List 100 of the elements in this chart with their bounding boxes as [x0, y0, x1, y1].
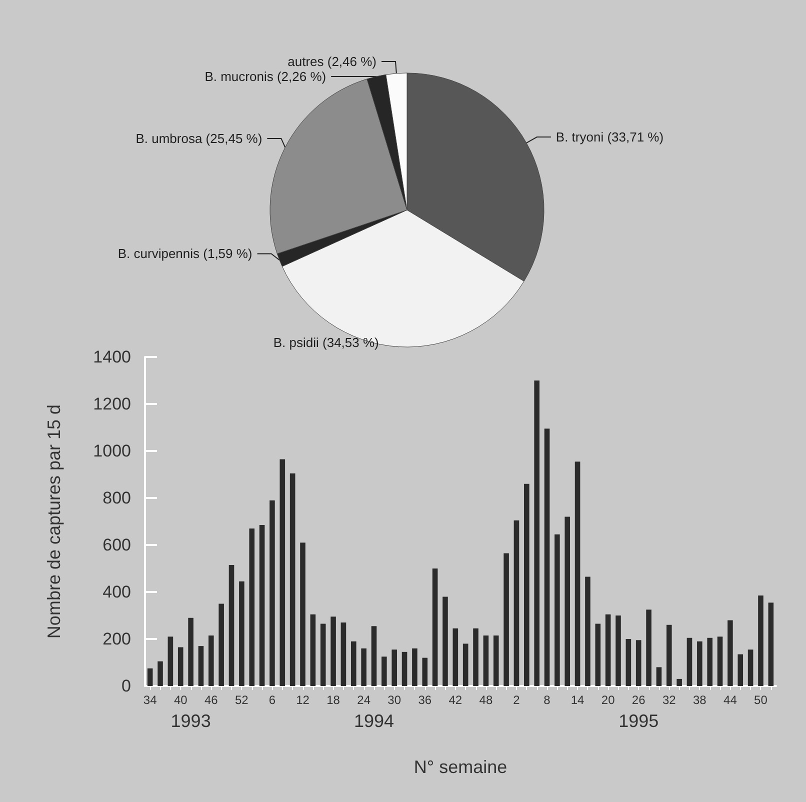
bar: [656, 667, 662, 686]
bar: [707, 638, 712, 686]
bar: [371, 626, 377, 686]
bar: [616, 616, 621, 686]
text: 1994: [354, 711, 394, 731]
bar: [168, 636, 174, 686]
x-tick-label: 52: [235, 693, 249, 707]
bar: [728, 620, 733, 686]
slice-label: autres (2,46 %): [288, 54, 376, 69]
bar: [473, 628, 478, 686]
bar: [300, 542, 306, 686]
bar: [382, 656, 387, 686]
bar: [442, 596, 448, 686]
x-tick-label: 38: [692, 693, 707, 707]
bar: [564, 516, 570, 686]
slice-label: B. umbrosa (25,45 %): [136, 130, 262, 146]
bar: [534, 380, 540, 686]
x-tick-label: 18: [326, 693, 340, 707]
x-tick-label: 48: [479, 693, 493, 707]
slice-label: B. mucronis (2,26 %): [204, 68, 326, 84]
bar: [554, 534, 560, 686]
bar: [218, 604, 224, 686]
x-tick-label: 30: [388, 693, 402, 707]
bar: [432, 568, 438, 686]
x-tick-label: 50: [754, 693, 768, 707]
bar: [585, 576, 590, 686]
bar: [717, 636, 723, 686]
bar: [270, 500, 275, 686]
bar: [524, 484, 530, 686]
slice-label: B. psidii (34,53 %): [273, 335, 379, 350]
bar: [686, 638, 692, 686]
y-tick-label: 1400: [93, 348, 131, 366]
bar: [493, 635, 499, 686]
bar: [605, 614, 611, 686]
bar: [697, 641, 702, 686]
x-tick-label: 24: [357, 693, 371, 707]
bar: [452, 628, 458, 686]
bar: [768, 602, 774, 686]
bar: [178, 647, 184, 686]
y-tick-label: 200: [102, 630, 131, 648]
bar: [595, 624, 601, 686]
bar: [738, 654, 744, 686]
bar: [361, 648, 366, 686]
x-tick-label: 6: [268, 693, 276, 707]
bar: [666, 624, 672, 686]
bar: [280, 459, 286, 686]
slice-label: B. curvipennis (1,59 %): [118, 246, 252, 262]
bar: [259, 525, 265, 686]
bar: [483, 635, 489, 686]
bar: [158, 661, 163, 686]
bar: [504, 553, 509, 686]
bar: [330, 616, 336, 686]
x-tick-label: 2: [513, 693, 520, 707]
x-tick-label: 32: [662, 693, 676, 707]
bar: [646, 610, 652, 686]
x-axis-title: N° semaine: [414, 757, 508, 777]
bar: [626, 639, 632, 686]
bar: [350, 641, 356, 686]
y-axis-title: Nombre de captures par 15 d: [44, 404, 64, 639]
x-tick-label: 12: [296, 693, 310, 707]
x-tick-label: 44: [724, 693, 738, 707]
bar: [758, 596, 764, 686]
bar: [574, 462, 580, 686]
bar: [249, 528, 255, 686]
bar: [340, 622, 346, 686]
y-tick-label: 1000: [93, 442, 131, 460]
slice-label: B. tryoni (33,71 %): [556, 130, 664, 145]
x-tick-label: 26: [632, 693, 646, 707]
bar: [188, 618, 194, 686]
text: 1993: [170, 711, 211, 731]
bar: [462, 644, 468, 686]
y-tick-label: 400: [102, 582, 131, 602]
y-tick-label: 600: [102, 536, 131, 554]
bar: [412, 648, 418, 686]
y-tick-label: 0: [122, 676, 131, 696]
bar: [228, 564, 234, 686]
bar: [147, 668, 153, 686]
x-tick-label: 8: [544, 693, 551, 707]
text: 1995: [618, 711, 659, 731]
y-tick-label: 1200: [93, 394, 131, 414]
x-tick-label: 46: [204, 693, 218, 707]
x-tick-label: 36: [418, 693, 432, 707]
bar: [636, 640, 642, 686]
bar: [402, 652, 408, 686]
bar: [320, 624, 326, 686]
bar: [676, 678, 682, 686]
bar: [544, 428, 550, 686]
bar: [310, 614, 316, 686]
bar: [239, 581, 244, 686]
x-tick-label: 14: [570, 693, 585, 707]
y-tick-label: 800: [102, 488, 131, 508]
bar: [198, 646, 204, 686]
x-tick-label: 42: [448, 693, 462, 707]
x-tick-label: 40: [174, 693, 188, 707]
bar: [290, 473, 296, 686]
bar: [392, 650, 397, 686]
x-tick-label: 34: [143, 693, 158, 707]
bar: [208, 635, 214, 686]
bar: [422, 658, 428, 686]
x-tick-label: 20: [601, 693, 616, 707]
